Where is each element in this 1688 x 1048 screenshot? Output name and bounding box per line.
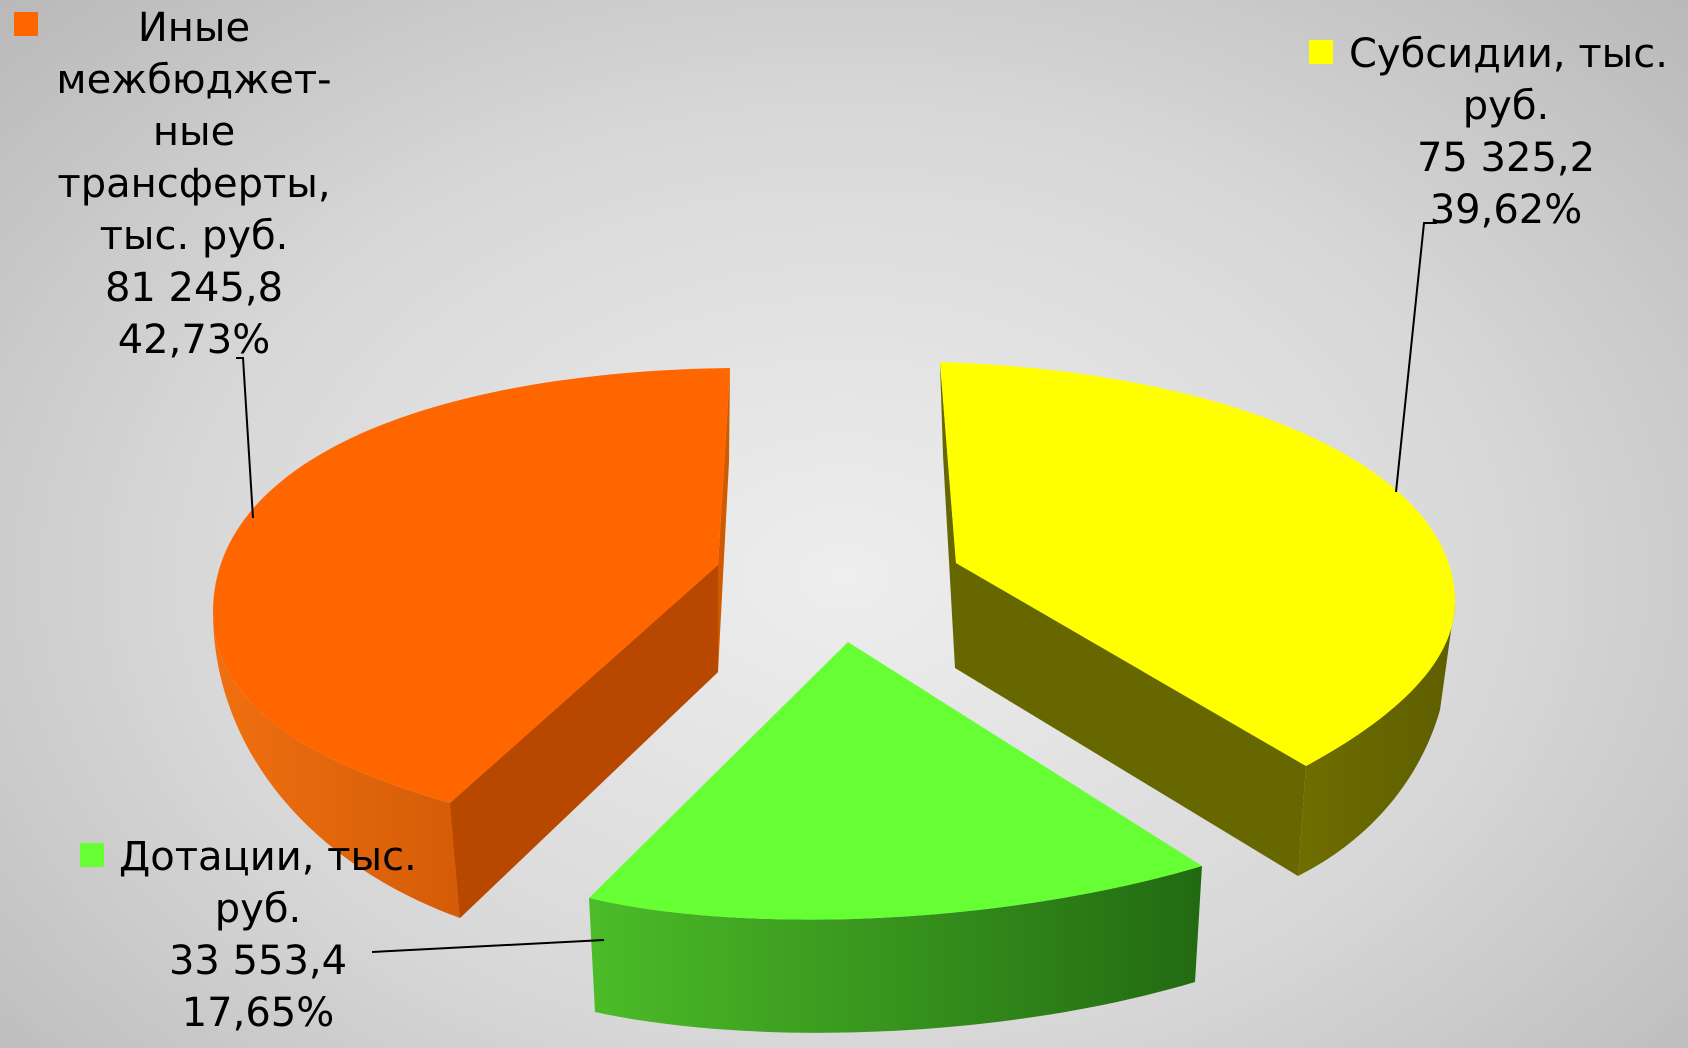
slice-dotacii bbox=[589, 642, 1202, 1033]
slice-inye-transfery-side bbox=[213, 565, 718, 918]
slice-subsidii bbox=[940, 362, 1455, 876]
slice-inye-transfery-cut bbox=[450, 565, 718, 918]
slice-subsidii-cut bbox=[940, 362, 1306, 876]
label-subsidii-line1: Субсидии, тыс. bbox=[1349, 31, 1668, 77]
legend-swatch-dotacii bbox=[80, 843, 104, 867]
label-dotacii: Дотации, тыс. руб. 33 553,4 17,65% bbox=[75, 831, 475, 1039]
label-inye-transfery: Иные межбюджет- ные трансферты, тыс. руб… bbox=[14, 2, 364, 366]
label-inye-transfery-line4: трансферты, bbox=[57, 161, 331, 207]
label-dotacii-value: 33 553,4 bbox=[168, 938, 348, 984]
slice-subsidii-side bbox=[1298, 602, 1455, 876]
label-dotacii-line1: Дотации, тыс. bbox=[119, 834, 417, 880]
legend-swatch-subsidii bbox=[1309, 40, 1333, 64]
label-subsidii-percent: 39,62% bbox=[1429, 187, 1583, 233]
label-subsidii-value: 75 325,2 bbox=[1416, 135, 1596, 181]
slice-dotacii-side bbox=[589, 866, 1202, 1033]
slice-inye-transfery-edge bbox=[718, 368, 730, 672]
leader-line-dotacii bbox=[371, 939, 605, 953]
label-inye-transfery-percent: 42,73% bbox=[117, 317, 271, 363]
label-inye-transfery-line1: Иные bbox=[137, 5, 251, 51]
slice-dotacii-top bbox=[589, 642, 1202, 920]
slice-inye-transfery bbox=[213, 368, 730, 918]
slice-subsidii-top bbox=[940, 362, 1455, 766]
leader-line-inye-transfery bbox=[236, 357, 254, 519]
label-dotacii-line2: руб. bbox=[214, 886, 302, 932]
legend-swatch-inye-transfery bbox=[14, 12, 38, 36]
label-dotacii-percent: 17,65% bbox=[181, 990, 335, 1036]
label-subsidii: Субсидии, тыс. руб. 75 325,2 39,62% bbox=[1309, 28, 1687, 236]
label-subsidii-line2: руб. bbox=[1462, 83, 1550, 129]
leader-line-subsidii bbox=[1395, 222, 1437, 493]
label-inye-transfery-line2: межбюджет- bbox=[56, 57, 332, 103]
slice-inye-transfery-top bbox=[213, 368, 730, 803]
label-inye-transfery-value: 81 245,8 bbox=[104, 265, 284, 311]
label-inye-transfery-line5: тыс. руб. bbox=[99, 213, 289, 259]
label-inye-transfery-line3: ные bbox=[152, 109, 236, 155]
